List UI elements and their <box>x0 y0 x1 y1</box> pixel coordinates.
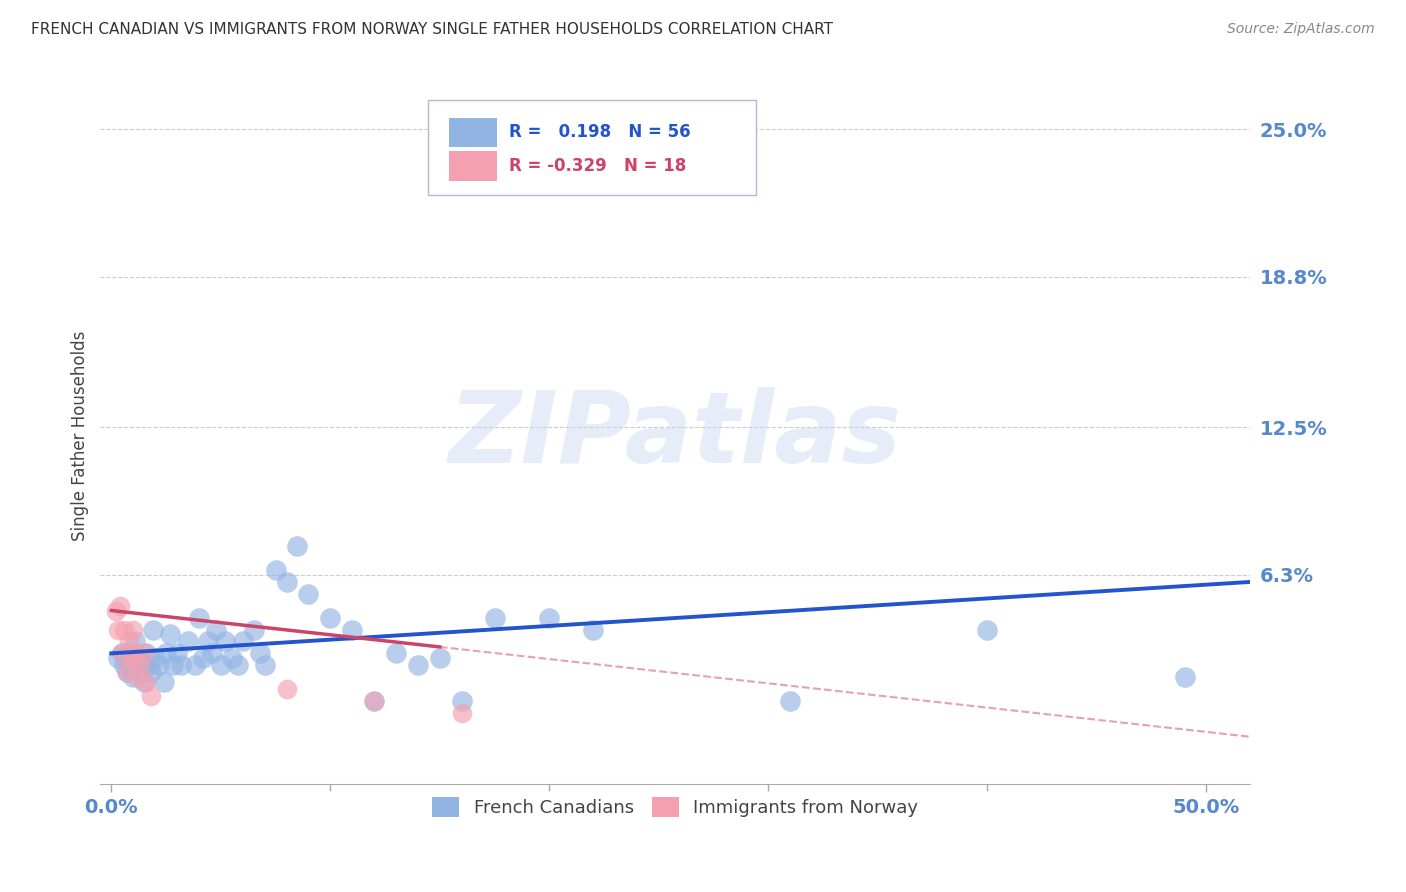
Point <box>139 690 162 704</box>
Point <box>253 658 276 673</box>
Point <box>429 651 451 665</box>
Point <box>134 647 156 661</box>
Point <box>135 647 157 661</box>
Point <box>264 563 287 577</box>
Point <box>124 634 146 648</box>
FancyBboxPatch shape <box>427 100 756 194</box>
Point <box>118 634 141 648</box>
Point <box>127 670 149 684</box>
Point <box>128 658 150 673</box>
Point <box>363 694 385 708</box>
Point <box>114 658 136 673</box>
FancyBboxPatch shape <box>449 118 498 147</box>
Point <box>148 658 170 673</box>
Point <box>976 623 998 637</box>
Point <box>108 599 131 613</box>
Point <box>406 658 429 673</box>
Point <box>127 651 149 665</box>
Point <box>201 647 224 661</box>
Point <box>276 682 298 697</box>
Point <box>139 665 162 680</box>
Point <box>128 665 150 680</box>
Point <box>538 610 561 624</box>
Point <box>232 634 254 648</box>
Point <box>143 651 166 665</box>
Point <box>276 574 298 589</box>
Point <box>1173 670 1195 684</box>
Point <box>122 670 145 684</box>
Point <box>104 603 127 617</box>
Point <box>205 623 228 637</box>
Point <box>142 623 165 637</box>
Text: Source: ZipAtlas.com: Source: ZipAtlas.com <box>1227 22 1375 37</box>
Point <box>131 658 153 673</box>
Point <box>242 623 264 637</box>
Text: R =   0.198   N = 56: R = 0.198 N = 56 <box>509 123 690 142</box>
Text: R = -0.329   N = 18: R = -0.329 N = 18 <box>509 157 686 175</box>
Point <box>193 651 215 665</box>
Point <box>120 658 142 673</box>
Point <box>582 623 605 637</box>
Point <box>342 623 364 637</box>
Point <box>111 647 134 661</box>
Point <box>124 647 146 661</box>
Point <box>122 623 145 637</box>
Point <box>297 587 319 601</box>
Point <box>450 694 472 708</box>
Point <box>120 651 142 665</box>
Point <box>170 658 193 673</box>
Point <box>214 634 236 648</box>
Point <box>177 634 200 648</box>
Point <box>385 647 408 661</box>
Point <box>111 647 134 661</box>
Point <box>209 658 232 673</box>
Point <box>363 694 385 708</box>
Point <box>319 610 342 624</box>
Point <box>221 651 243 665</box>
Point <box>135 675 157 690</box>
Point <box>287 539 309 553</box>
Point <box>450 706 472 720</box>
Point <box>107 651 129 665</box>
Point <box>249 647 271 661</box>
Point <box>115 665 138 680</box>
Y-axis label: Single Father Households: Single Father Households <box>72 330 89 541</box>
FancyBboxPatch shape <box>449 152 498 180</box>
Point <box>484 610 506 624</box>
Legend: French Canadians, Immigrants from Norway: French Canadians, Immigrants from Norway <box>425 790 925 824</box>
Point <box>183 658 205 673</box>
Text: FRENCH CANADIAN VS IMMIGRANTS FROM NORWAY SINGLE FATHER HOUSEHOLDS CORRELATION C: FRENCH CANADIAN VS IMMIGRANTS FROM NORWA… <box>31 22 832 37</box>
Point <box>187 610 209 624</box>
Point <box>115 665 138 680</box>
Text: ZIPatlas: ZIPatlas <box>449 387 901 483</box>
Point <box>166 647 188 661</box>
Point <box>159 627 181 641</box>
Point <box>107 623 129 637</box>
Point <box>228 658 250 673</box>
Point <box>155 647 177 661</box>
Point <box>779 694 801 708</box>
Point <box>197 634 219 648</box>
Point <box>162 658 184 673</box>
Point <box>134 675 156 690</box>
Point <box>118 647 141 661</box>
Point <box>153 675 176 690</box>
Point <box>114 623 136 637</box>
Point <box>138 658 160 673</box>
